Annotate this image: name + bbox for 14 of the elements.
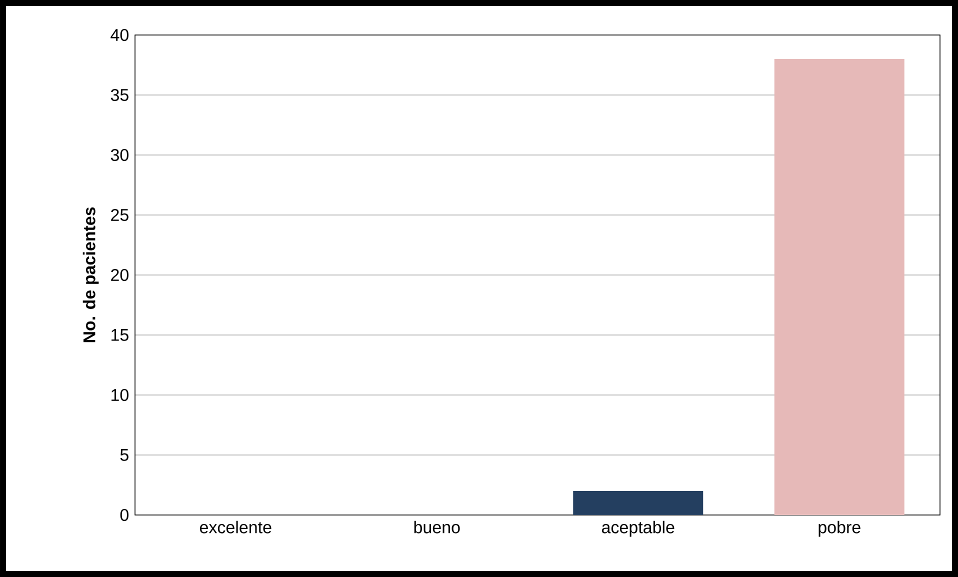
y-tick-label: 0 xyxy=(120,508,128,522)
x-tick-label: excelente xyxy=(200,520,272,534)
x-tick-label: aceptable xyxy=(602,520,674,537)
y-tick-label: 30 xyxy=(110,148,128,162)
y-tick-label: 10 xyxy=(112,388,128,402)
y-tick-label: 15 xyxy=(112,329,128,341)
y-tick-label: 35 xyxy=(110,88,128,102)
y-tick-label: 5 xyxy=(120,449,128,461)
y-tick-label: 25 xyxy=(111,208,128,222)
y-tick-label: 20 xyxy=(111,268,128,282)
y-axis-title: No. de pacientes xyxy=(82,207,99,342)
x-tick-label: pobre xyxy=(818,520,860,537)
y-tick-label: 40 xyxy=(110,28,128,42)
x-tick-label: bueno xyxy=(414,520,460,534)
